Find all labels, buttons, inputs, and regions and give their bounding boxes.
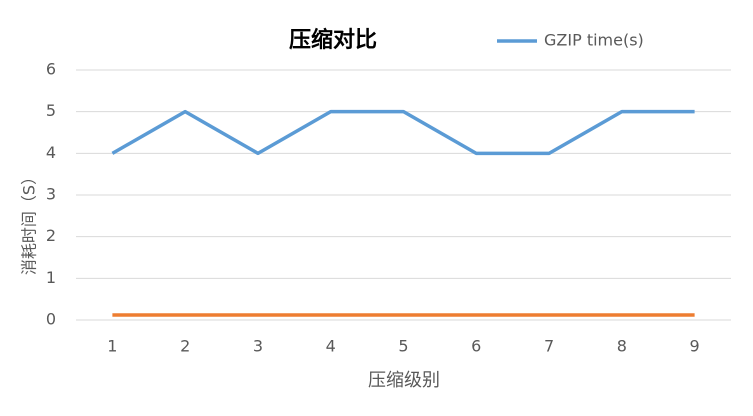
series-line: [111, 109, 695, 156]
y-tick-label: 4: [46, 143, 56, 162]
y-tick-label: 1: [46, 268, 56, 287]
x-tick-label: 6: [471, 337, 481, 356]
x-tick-label: 4: [326, 337, 336, 356]
x-tick-label: 3: [253, 337, 263, 356]
y-tick-label: 6: [46, 60, 56, 79]
x-tick-label: 9: [690, 337, 700, 356]
y-tick-label: 2: [46, 226, 56, 245]
x-tick-label: 5: [398, 337, 408, 356]
legend-label: GZIP time(s): [544, 31, 644, 50]
y-tick-label: 3: [46, 185, 56, 204]
y-tick-label: 5: [46, 101, 56, 120]
y-tick-label: 0: [46, 310, 56, 329]
chart-title: 压缩对比: [289, 27, 377, 53]
x-tick-label: 2: [180, 337, 190, 356]
y-axis-label: 消耗时间（S）: [20, 169, 39, 275]
x-tick-label: 7: [544, 337, 554, 356]
x-axis-label: 压缩级别: [368, 370, 440, 391]
x-tick-label: 8: [617, 337, 627, 356]
x-tick-label: 1: [107, 337, 117, 356]
